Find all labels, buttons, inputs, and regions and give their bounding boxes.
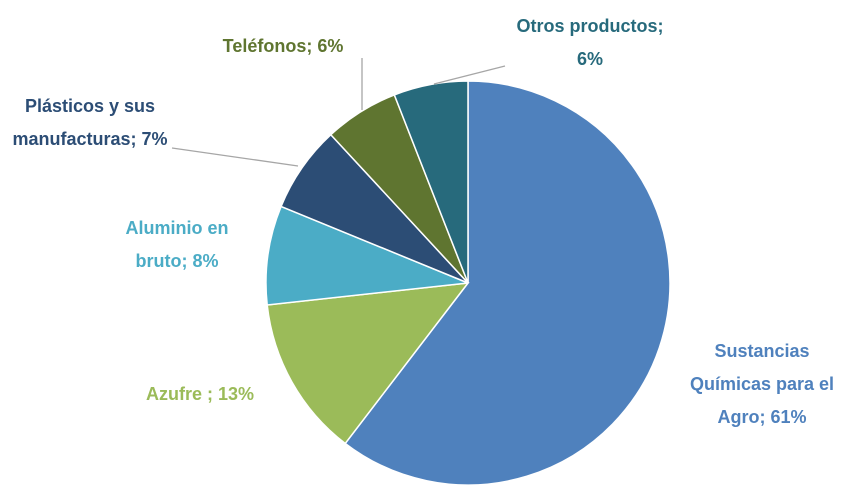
pie-slice	[266, 282, 470, 445]
pie-slice	[265, 205, 469, 306]
pie-slice	[393, 80, 469, 284]
data-label: Sustancias Químicas para el Agro; 61%	[689, 341, 835, 427]
pie-slice	[344, 80, 671, 486]
data-label: Plásticos y sus manufacturas; 7%	[12, 96, 168, 149]
leader-line	[433, 65, 506, 85]
leader-line	[171, 147, 299, 167]
data-label: Teléfonos; 6%	[222, 36, 344, 56]
data-label: Azufre ; 13%	[145, 384, 255, 404]
data-label: Otros productos; 6%	[516, 16, 664, 69]
data-label: Aluminio en bruto; 8%	[125, 218, 229, 271]
